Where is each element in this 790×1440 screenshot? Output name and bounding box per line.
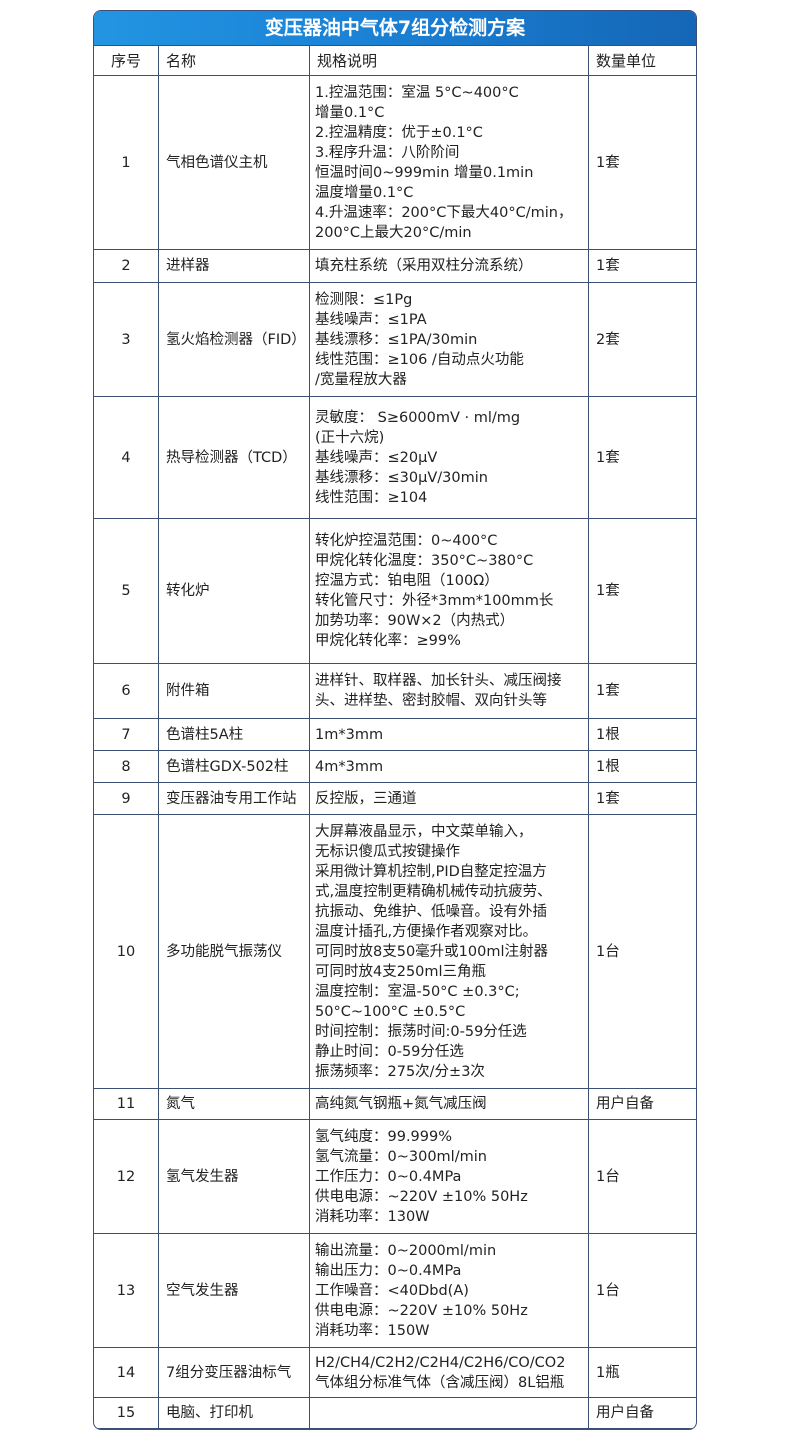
row-qty: 1套 [588,518,696,664]
row-name: 空气发生器 [158,1233,310,1348]
table-row: 4 热导检测器（TCD） 灵敏度： S≥6000mV · ml/mg (正十六烷) … [94,396,696,519]
table-row: 9 变压器油专用工作站 反控版，三通道 1套 [94,782,696,815]
row-name: 电脑、打印机 [158,1397,310,1429]
row-qty: 1套 [588,782,696,815]
plan-table: 序号 名称 规格说明 数量单位 1 气相色谱仪主机 1.控温范围：室温 5°C~40… [94,45,696,1429]
row-spec: 输出流量：0~2000ml/min 输出压力：0~0.4MPa 工作噪音：<40… [309,1233,589,1348]
row-spec: 高纯氮气钢瓶+氮气减压阀 [309,1088,589,1120]
row-name: 变压器油专用工作站 [158,782,310,815]
row-spec: 灵敏度： S≥6000mV · ml/mg (正十六烷) 基线噪声：≤20μV … [309,396,589,519]
row-name: 附件箱 [158,663,310,719]
row-name: 7组分变压器油标气 [158,1347,310,1398]
table-row: 1 气相色谱仪主机 1.控温范围：室温 5°C~400°C 增量0.1°C 2.控温… [94,75,696,250]
row-spec: 检测限：≤1Pg 基线噪声：≤1PA 基线漂移：≤1PA/30min 线性范围：… [309,282,589,397]
table-row: 11 氮气 高纯氮气钢瓶+氮气减压阀 用户自备 [94,1088,696,1120]
row-no: 2 [94,249,159,283]
row-name: 色谱柱5A柱 [158,718,310,751]
table-row: 5 转化炉 转化炉控温范围：0~400°C 甲烷化转化温度：350°C~380°C … [94,518,696,664]
header-name: 名称 [158,45,310,76]
row-no: 15 [94,1397,159,1429]
row-no: 3 [94,282,159,397]
row-no: 11 [94,1088,159,1120]
row-no: 14 [94,1347,159,1398]
row-qty: 1台 [588,1233,696,1348]
row-no: 8 [94,750,159,783]
table-row: 13 空气发生器 输出流量：0~2000ml/min 输出压力：0~0.4MPa 工… [94,1233,696,1348]
row-spec: 反控版，三通道 [309,782,589,815]
row-name: 热导检测器（TCD） [158,396,310,519]
row-qty: 用户自备 [588,1088,696,1120]
row-name: 气相色谱仪主机 [158,75,310,250]
row-no: 12 [94,1119,159,1234]
row-qty: 1根 [588,750,696,783]
table-row: 14 7组分变压器油标气 H2/CH4/C2H2/C2H4/C2H6/CO/CO2 … [94,1347,696,1398]
row-qty: 1套 [588,249,696,283]
row-no: 7 [94,718,159,751]
row-qty: 用户自备 [588,1397,696,1429]
row-no: 4 [94,396,159,519]
row-no: 10 [94,814,159,1089]
row-name: 多功能脱气振荡仪 [158,814,310,1089]
row-name: 氢气发生器 [158,1119,310,1234]
row-spec [309,1397,589,1429]
table-title: 变压器油中气体7组分检测方案 [94,11,696,45]
table-row: 6 附件箱 进样针、取样器、加长针头、减压阀接 头、进样垫、密封胶帽、双向针头等 1套 [94,663,696,719]
header-qty: 数量单位 [588,45,696,76]
table-row: 15 电脑、打印机 用户自备 [94,1397,696,1429]
row-qty: 1套 [588,396,696,519]
row-no: 6 [94,663,159,719]
plan-table-container: 变压器油中气体7组分检测方案 序号 名称 规格说明 数量单位 1 气相色谱仪主机 1… [93,10,697,1430]
row-qty: 2套 [588,282,696,397]
row-no: 9 [94,782,159,815]
row-no: 5 [94,518,159,664]
table-row: 12 氢气发生器 氢气纯度：99.999% 氢气流量：0~300ml/min 工作压… [94,1119,696,1234]
table-row: 8 色谱柱GDX-502柱 4m*3mm 1根 [94,750,696,783]
row-spec: 4m*3mm [309,750,589,783]
header-no: 序号 [94,45,159,76]
row-qty: 1根 [588,718,696,751]
row-spec: 转化炉控温范围：0~400°C 甲烷化转化温度：350°C~380°C 控温方式… [309,518,589,664]
row-spec: 填充柱系统（采用双柱分流系统） [309,249,589,283]
row-qty: 1套 [588,75,696,250]
row-name: 氮气 [158,1088,310,1120]
row-spec: 1m*3mm [309,718,589,751]
row-name: 进样器 [158,249,310,283]
row-name: 氢火焰检测器（FID） [158,282,310,397]
row-name: 色谱柱GDX-502柱 [158,750,310,783]
table-row: 2 进样器 填充柱系统（采用双柱分流系统） 1套 [94,249,696,283]
row-spec: 氢气纯度：99.999% 氢气流量：0~300ml/min 工作压力：0~0.4… [309,1119,589,1234]
row-name: 转化炉 [158,518,310,664]
row-no: 1 [94,75,159,250]
row-spec: 大屏幕液晶显示，中文菜单输入， 无标识傻瓜式按键操作 采用微计算机控制,PID自… [309,814,589,1089]
row-qty: 1台 [588,814,696,1089]
row-spec: 1.控温范围：室温 5°C~400°C 增量0.1°C 2.控温精度：优于±0.… [309,75,589,250]
row-no: 13 [94,1233,159,1348]
table-row: 7 色谱柱5A柱 1m*3mm 1根 [94,718,696,751]
table-row: 10 多功能脱气振荡仪 大屏幕液晶显示，中文菜单输入， 无标识傻瓜式按键操作 采用微… [94,814,696,1089]
row-qty: 1套 [588,663,696,719]
row-qty: 1瓶 [588,1347,696,1398]
header-spec: 规格说明 [309,45,589,76]
table-row: 3 氢火焰检测器（FID） 检测限：≤1Pg 基线噪声：≤1PA 基线漂移：≤1PA… [94,282,696,397]
row-qty: 1台 [588,1119,696,1234]
header-row: 序号 名称 规格说明 数量单位 [94,45,696,76]
row-spec: 进样针、取样器、加长针头、减压阀接 头、进样垫、密封胶帽、双向针头等 [309,663,589,719]
row-spec: H2/CH4/C2H2/C2H4/C2H6/CO/CO2 气体组分标准气体（含减… [309,1347,589,1398]
